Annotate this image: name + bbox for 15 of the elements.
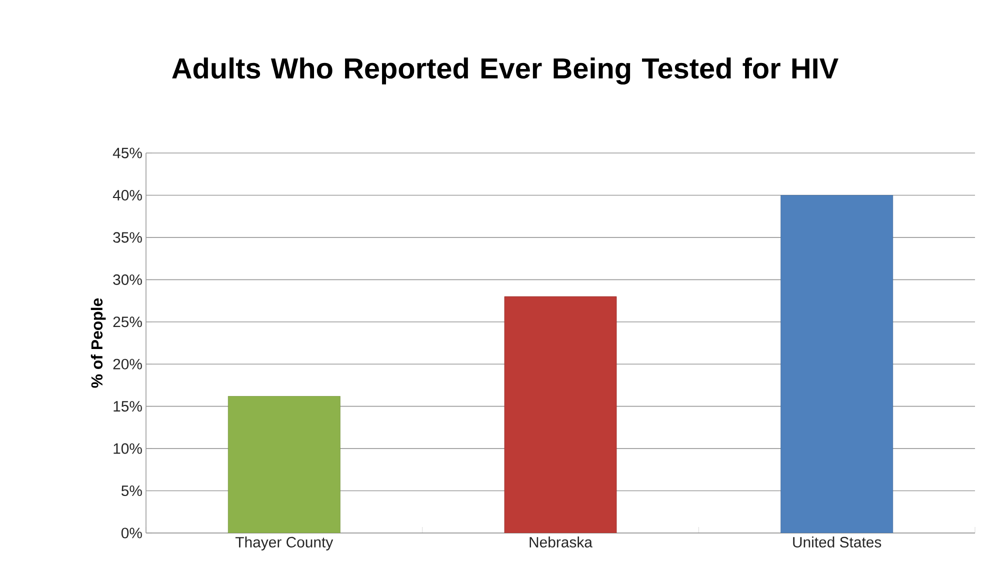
y-tick-label: 45%	[112, 148, 142, 158]
y-tick-label: 15%	[114, 401, 142, 412]
x-tick-label: United States	[793, 536, 882, 548]
y-tick-label: 20%	[113, 358, 142, 370]
chart-title: Adults Who Reported Ever Being Tested for HIV	[172, 57, 838, 85]
y-tick-label: 10%	[114, 443, 142, 454]
y-tick-label: 25%	[113, 316, 142, 328]
y-tick-label: 30%	[113, 274, 142, 285]
y-tick-label: 5%	[121, 486, 142, 496]
y-tick-label: 40%	[112, 190, 142, 201]
x-tick-label: Thayer County	[235, 536, 334, 550]
y-tick-label: 0%	[121, 528, 142, 538]
x-tick-label: Nebraska	[530, 536, 592, 548]
y-axis-title: % of People	[90, 298, 106, 388]
y-tick-label: 35%	[113, 232, 142, 243]
